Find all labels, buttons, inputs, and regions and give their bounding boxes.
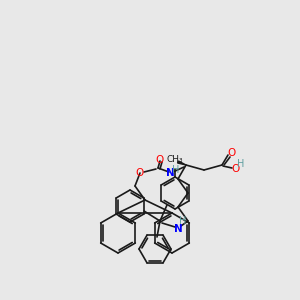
- Text: O: O: [135, 168, 143, 178]
- Text: CH₃: CH₃: [167, 155, 183, 164]
- Text: O: O: [156, 155, 164, 165]
- Text: O: O: [228, 148, 236, 158]
- Text: N: N: [166, 168, 174, 178]
- Text: H: H: [237, 159, 245, 169]
- Text: H: H: [179, 216, 187, 226]
- Text: N: N: [174, 224, 182, 234]
- Text: H: H: [172, 165, 180, 175]
- Polygon shape: [178, 161, 186, 165]
- Text: O: O: [231, 164, 239, 174]
